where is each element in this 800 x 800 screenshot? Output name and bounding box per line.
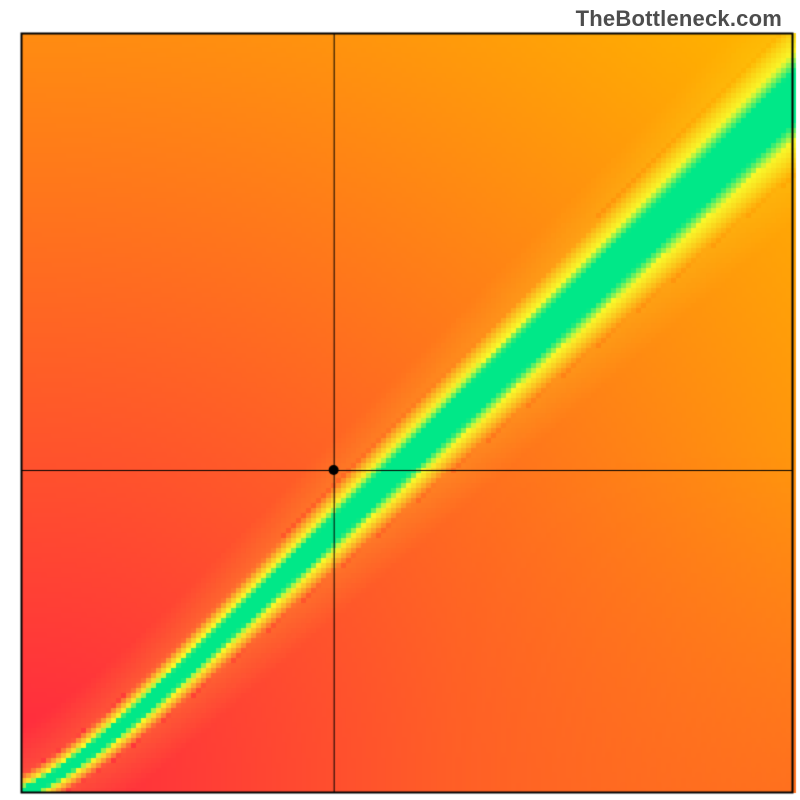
bottleneck-heatmap xyxy=(0,0,800,800)
watermark: TheBottleneck.com xyxy=(576,6,782,32)
